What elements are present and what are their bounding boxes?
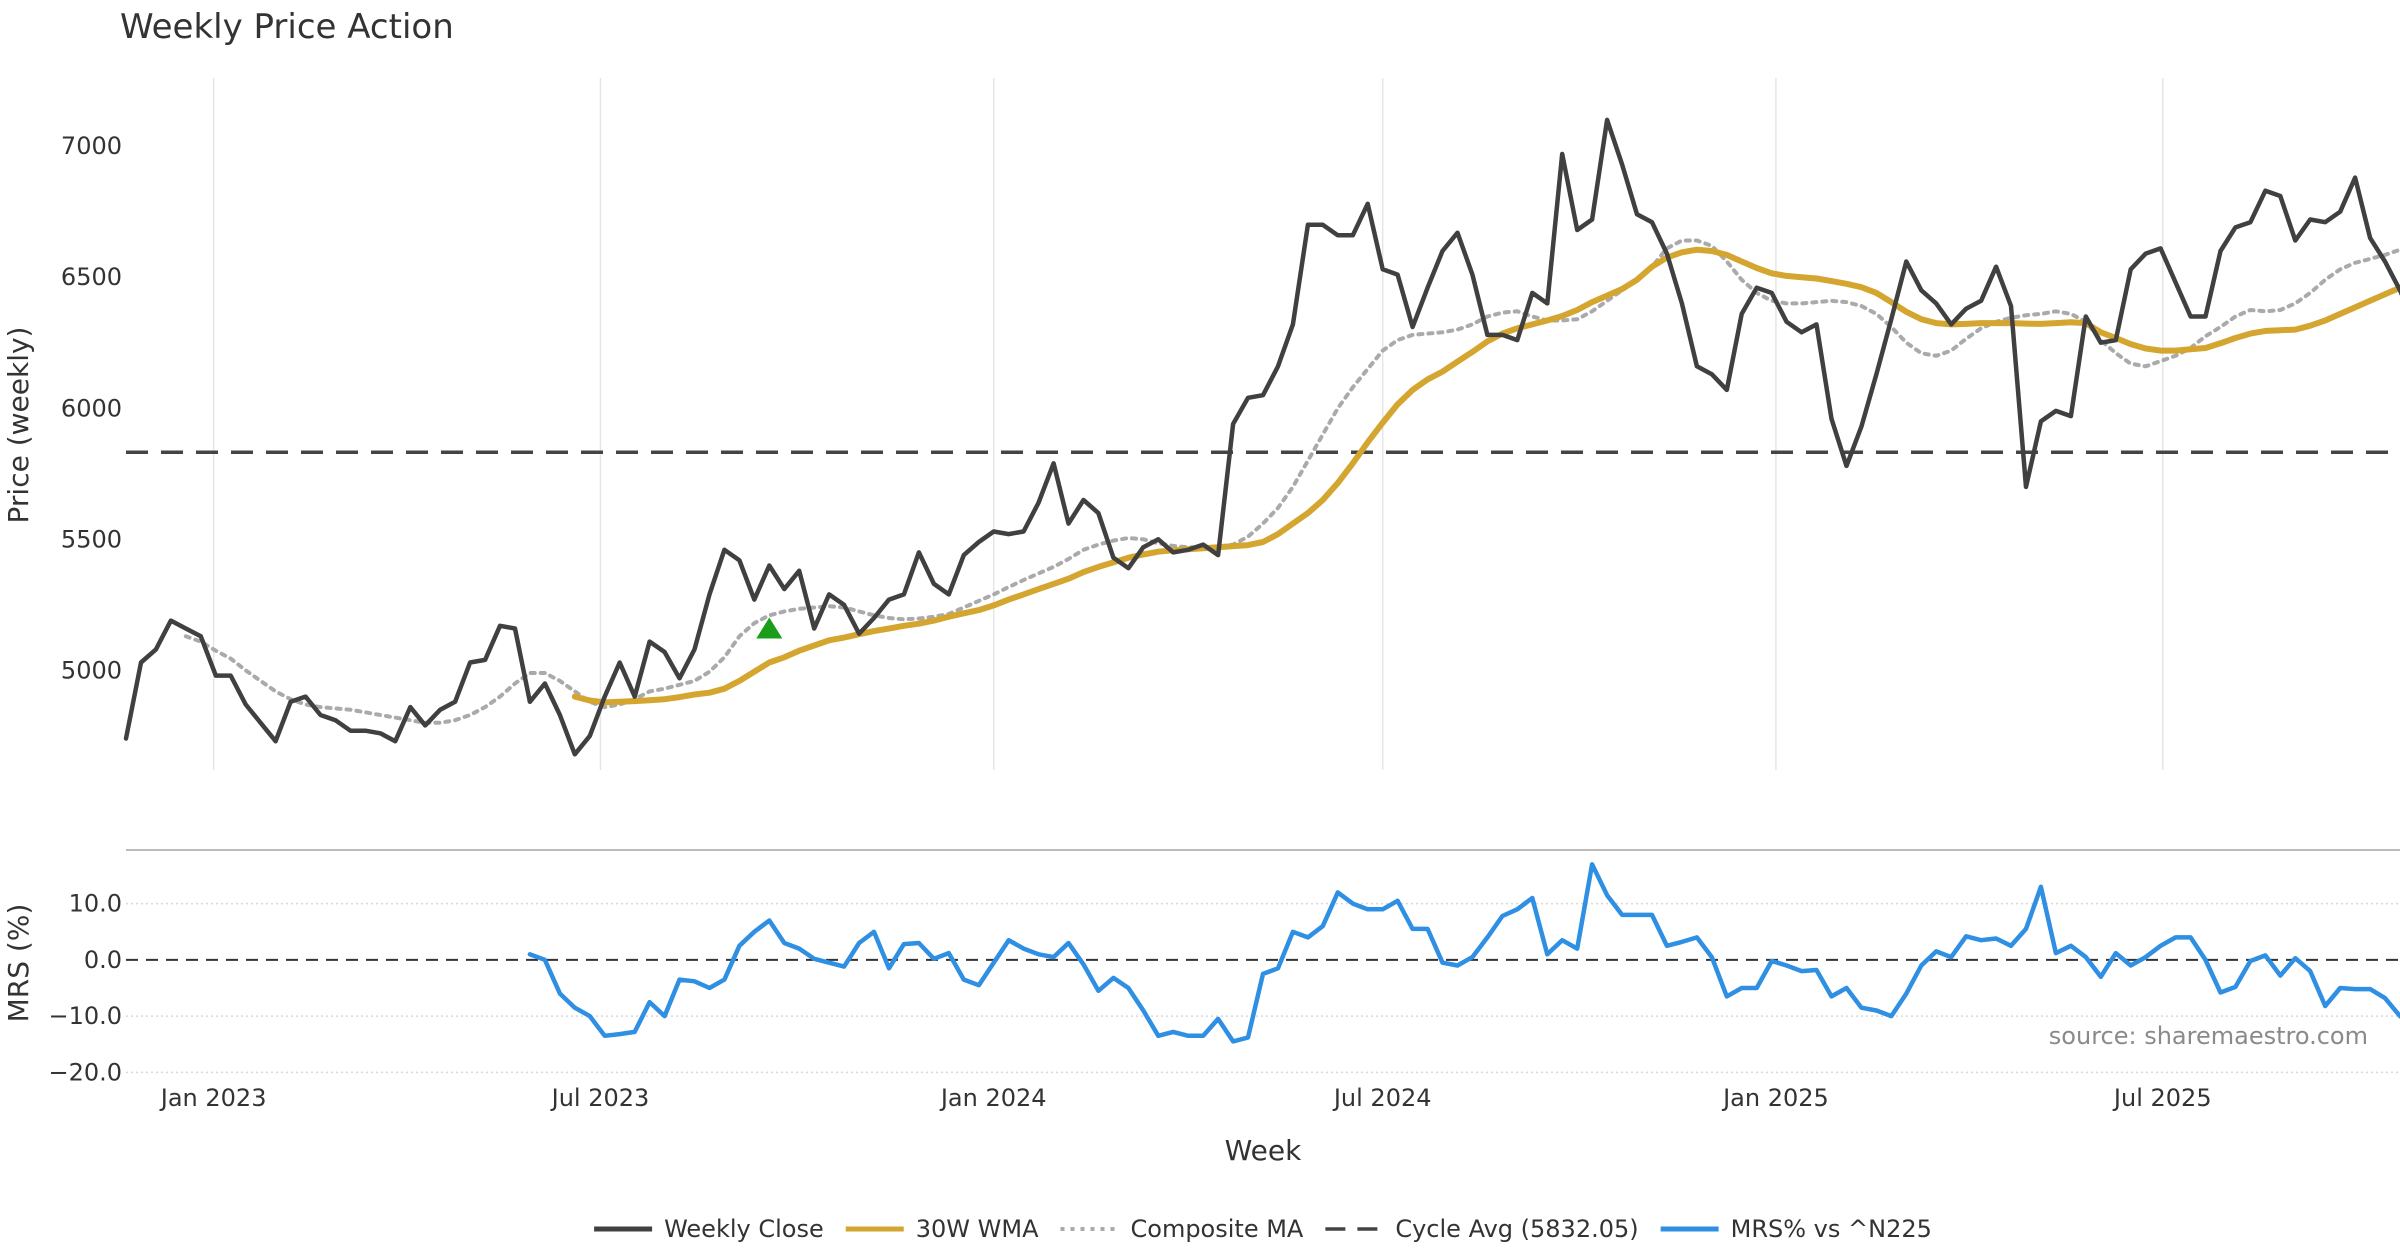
price-ytick-6500: 6500 (61, 263, 122, 291)
legend-label: Cycle Avg (5832.05) (1395, 1215, 1638, 1243)
legend-label: Weekly Close (664, 1215, 824, 1243)
price-y-axis-title: Price (weekly) (2, 327, 35, 524)
mrs-panel: 10.0 0.0 −10.0 −20.0 MRS (%) source: sharem… (2, 862, 2400, 1087)
mrs-ytick-3: −20.0 (48, 1058, 122, 1086)
mrs-ytick-1: 0.0 (84, 946, 122, 974)
buy-signal-marker (756, 617, 783, 639)
legend: Weekly Close 30W WMA Composite MA Cycle Avg… (594, 1215, 1932, 1243)
legend-item-30w-wma: 30W WMA (845, 1215, 1039, 1243)
price-ytick-6000: 6000 (61, 394, 122, 422)
mrs-y-axis-title: MRS (%) (2, 904, 35, 1023)
x-tick-jul-2025: Jul 2025 (2112, 1084, 2212, 1112)
x-tick-jan-2023: Jan 2023 (159, 1084, 267, 1112)
series-mrs-vs-n225 (527, 862, 2400, 1044)
price-grid (212, 78, 2164, 770)
price-ytick-5000: 5000 (61, 656, 122, 684)
series-composite-ma (183, 238, 2400, 725)
chart-title: Weekly Price Action (120, 7, 454, 47)
mrs-series (527, 862, 2400, 1044)
legend-label: MRS% vs ^N225 (1731, 1215, 1932, 1243)
x-axis-ticks: Jan 2023 Jul 2023 Jan 2024 Jul 2024 Jan 2025… (159, 1084, 2212, 1112)
legend-label: Composite MA (1131, 1215, 1304, 1243)
source-annotation: source: sharemaestro.com (2049, 1022, 2368, 1050)
x-tick-jan-2024: Jan 2024 (939, 1084, 1047, 1112)
price-series (123, 117, 2400, 757)
legend-item-weekly-close: Weekly Close (594, 1215, 824, 1243)
legend-label: 30W WMA (916, 1215, 1039, 1243)
x-tick-jul-2024: Jul 2024 (1332, 1084, 1432, 1112)
series-30w-wma (571, 246, 2400, 706)
x-tick-jan-2025: Jan 2025 (1721, 1084, 1829, 1112)
x-axis-title: Week (1225, 1134, 1302, 1167)
price-ytick-7000: 7000 (61, 132, 122, 160)
mrs-y-ticks: 10.0 0.0 −10.0 −20.0 (48, 890, 122, 1087)
mrs-ytick-0: 10.0 (69, 890, 122, 918)
series-weekly-close (123, 117, 2400, 757)
mrs-grid (126, 902, 2400, 1074)
legend-item-mrs-vs-n225: MRS% vs ^N225 (1660, 1215, 1932, 1243)
legend-item-cycle-avg-5832-05: Cycle Avg (5832.05) (1325, 1215, 1639, 1243)
mrs-ytick-2: −10.0 (48, 1002, 122, 1030)
price-panel: 5000 5500 6000 6500 7000 Price (weekly) (2, 78, 2400, 770)
price-y-ticks: 5000 5500 6000 6500 7000 (61, 132, 122, 684)
price-markers (756, 617, 783, 639)
price-ytick-5500: 5500 (61, 525, 122, 553)
x-tick-jul-2023: Jul 2023 (550, 1084, 650, 1112)
legend-item-composite-ma: Composite MA (1060, 1215, 1304, 1243)
